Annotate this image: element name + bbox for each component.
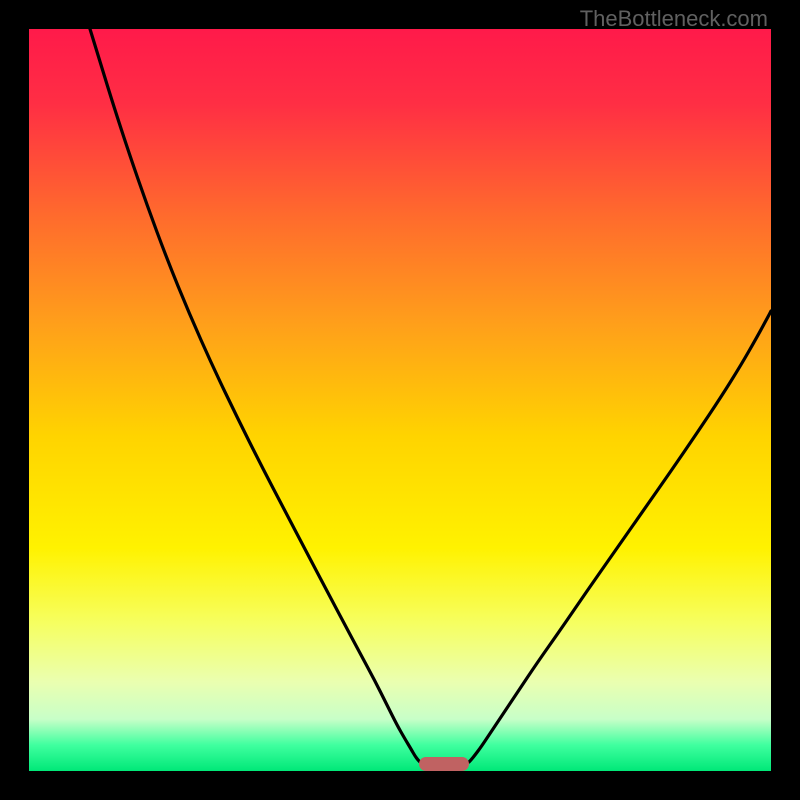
left-curve <box>90 29 420 762</box>
plot-area <box>29 29 771 771</box>
watermark-text: TheBottleneck.com <box>580 6 768 32</box>
right-curve <box>469 311 771 762</box>
optimal-marker <box>419 757 469 771</box>
bottleneck-curves <box>29 29 771 771</box>
